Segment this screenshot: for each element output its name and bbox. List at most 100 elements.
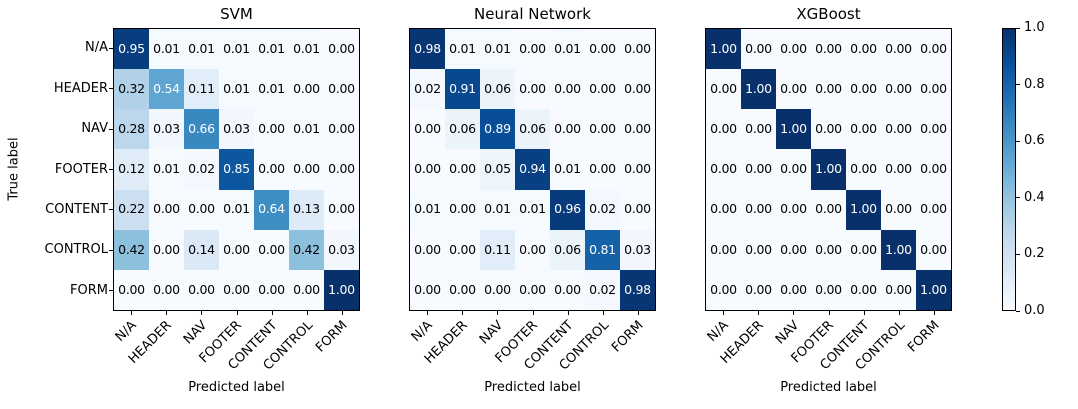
x-tick-label: FORM [609, 318, 647, 356]
colorbar-tick-label: 1.0 [1024, 20, 1045, 35]
heatmap-cell: 0.00 [289, 269, 324, 310]
chart-title-svm: SVM [220, 5, 253, 23]
heatmap-cell: 0.00 [184, 189, 219, 230]
heatmap-cell: 1.00 [324, 269, 359, 310]
heatmap-cell: 0.01 [550, 149, 585, 190]
heatmap-cell: 0.00 [811, 229, 846, 270]
heatmap-cell: 0.96 [550, 189, 585, 230]
heatmap-cell: 0.03 [620, 229, 655, 270]
x-tick-mark [793, 311, 795, 315]
colorbar-tick-mark [1016, 197, 1020, 199]
heatmap-cell: 0.01 [184, 29, 219, 70]
heatmap-cell: 0.98 [620, 269, 655, 310]
subplot-xgboost: XGBoost 1.00 0.00 0.00 0.00 0.00 0.00 0.00 0.00… [704, 5, 952, 395]
colorbar-tick-mark [1016, 84, 1020, 86]
y-tick-label: HEADER [53, 80, 108, 96]
heatmap-cell: 0.00 [620, 149, 655, 190]
heatmap-cell: 0.00 [289, 149, 324, 190]
x-tick-label: N/A [704, 318, 732, 345]
heatmap-cell: 0.01 [254, 29, 289, 70]
y-tick-mark [109, 128, 113, 130]
heatmap-cell: 0.91 [445, 69, 480, 110]
heatmap-cell: 0.00 [706, 69, 741, 110]
y-tick-label: CONTENT [45, 201, 108, 217]
heatmap-cell: 0.00 [445, 149, 480, 190]
heatmap-cell: 0.02 [410, 69, 445, 110]
heatmap-cell: 0.98 [410, 29, 445, 70]
x-axis-label: Predicted label [780, 380, 877, 395]
heatmap-cell: 0.64 [254, 189, 289, 230]
x-tick-mark [899, 311, 901, 315]
y-tick-mark [109, 88, 113, 90]
heatmap-cell: 0.32 [114, 69, 149, 110]
heatmap-cell: 1.00 [846, 189, 881, 230]
heatmap-cell: 0.00 [149, 229, 184, 270]
x-tick-label: FORM [313, 318, 351, 356]
heatmap-xgboost: 1.00 0.00 0.00 0.00 0.00 0.00 0.00 0.00 1.00 0.00… [705, 28, 952, 311]
heatmap-cell: 0.00 [846, 69, 881, 110]
heatmap-cell: 0.00 [515, 269, 550, 310]
heatmap-cell: 0.00 [706, 269, 741, 310]
x-tick-mark [130, 311, 132, 315]
y-tick-label: FOOTER [54, 161, 108, 177]
heatmap-cell: 0.00 [776, 149, 811, 190]
y-tick-label: CONTROL [44, 242, 108, 258]
heatmap-cell: 0.00 [515, 69, 550, 110]
heatmap-cell: 0.00 [480, 269, 515, 310]
heatmap-cell: 0.00 [585, 109, 620, 150]
x-tick-mark [757, 311, 759, 315]
y-tick-mark [109, 290, 113, 292]
x-tick-mark [165, 311, 167, 315]
y-tick-mark [109, 169, 113, 170]
chart-title-xgboost: XGBoost [796, 5, 861, 23]
x-tick-label: N/A [408, 318, 436, 345]
heatmap-cell: 0.00 [410, 109, 445, 150]
heatmap-cell: 0.00 [916, 149, 951, 190]
x-tick-mark [307, 311, 309, 315]
heatmap-cell: 0.00 [445, 269, 480, 310]
heatmap-cell: 0.00 [324, 189, 359, 230]
heatmap-cell: 0.22 [114, 189, 149, 230]
heatmap-cell: 0.42 [289, 229, 324, 270]
heatmap-cell: 0.12 [114, 149, 149, 190]
heatmap-cell: 0.00 [706, 109, 741, 150]
heatmap-cell: 0.03 [219, 109, 254, 150]
heatmap-cell: 0.00 [324, 29, 359, 70]
heatmap-cell: 0.00 [550, 109, 585, 150]
heatmap-cell: 0.06 [480, 69, 515, 110]
heatmap-cell: 0.00 [515, 229, 550, 270]
x-tick-mark [461, 311, 463, 315]
heatmap-cell: 0.00 [706, 149, 741, 190]
heatmap-cell: 0.00 [881, 269, 916, 310]
y-axis-label: True label [6, 137, 22, 201]
heatmap-cell: 0.02 [585, 189, 620, 230]
heatmap-cell: 0.00 [289, 69, 324, 110]
heatmap-cell: 0.06 [445, 109, 480, 150]
heatmap-cell: 0.01 [550, 29, 585, 70]
y-tick-mark [109, 47, 113, 49]
heatmap-cell: 0.94 [515, 149, 550, 190]
x-tick-mark [863, 311, 865, 315]
heatmap-cell: 0.00 [741, 29, 776, 70]
heatmap-cell: 0.01 [254, 69, 289, 110]
heatmap-cell: 0.00 [811, 69, 846, 110]
heatmap-cell: 0.00 [846, 269, 881, 310]
subplot-svm: SVM 0.95 0.01 0.01 0.01 0.01 0.01 0.00 0.32 0.54… [7, 5, 360, 395]
heatmap-cell: 0.00 [916, 189, 951, 230]
heatmap-cell: 0.03 [324, 229, 359, 270]
chart-title-neural-network: Neural Network [474, 5, 591, 23]
heatmap-cell: 0.01 [149, 149, 184, 190]
heatmap-cell: 0.00 [114, 269, 149, 310]
heatmap-cell: 0.00 [410, 229, 445, 270]
colorbar-tick-label: 0.6 [1024, 133, 1045, 149]
heatmap-cell: 0.00 [445, 189, 480, 230]
heatmap-cell: 0.00 [881, 149, 916, 190]
x-tick-mark [603, 311, 605, 315]
heatmap-cell: 0.00 [706, 229, 741, 270]
heatmap-cell: 0.01 [480, 29, 515, 70]
heatmap-cell: 0.00 [811, 189, 846, 230]
heatmap-cell: 0.00 [881, 109, 916, 150]
heatmap-neural-network: 0.98 0.01 0.01 0.00 0.01 0.00 0.00 0.02 0.91 0.06… [409, 28, 656, 311]
x-axis-label: Predicted label [484, 380, 581, 395]
